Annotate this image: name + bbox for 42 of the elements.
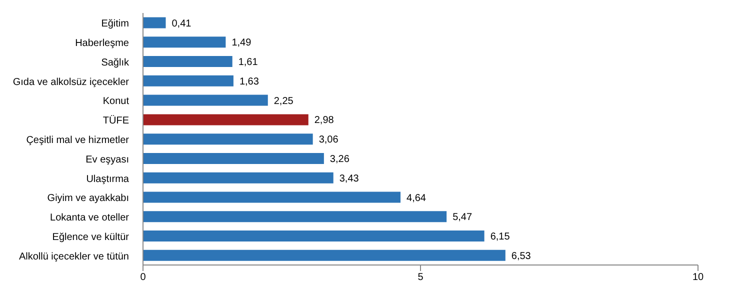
bar: [143, 36, 226, 48]
bar: [143, 230, 484, 242]
y-tick-label: Eğitim: [101, 18, 129, 30]
y-tick-label: Konut: [102, 96, 130, 108]
data-label: 2,98: [314, 115, 334, 126]
data-label: 4,64: [406, 192, 426, 204]
data-label: 1,61: [238, 57, 258, 68]
bar: [143, 152, 324, 164]
data-label: 3,43: [339, 173, 360, 184]
data-label: 1,49: [232, 38, 252, 49]
x-tick-label: 10: [692, 272, 704, 284]
y-tick-label: Çeşitli mal ve hizmetler: [26, 135, 130, 146]
bar: [143, 94, 268, 106]
y-tick-label: Haberleşme: [75, 38, 130, 50]
y-tick-label: Alkollü içecekler ve tütün: [18, 251, 129, 262]
data-label: 3,26: [330, 154, 350, 166]
bar: [143, 114, 308, 126]
bar: [143, 250, 506, 261]
bar: [143, 75, 234, 86]
x-tick-label: 0: [140, 272, 146, 284]
bar: [143, 17, 166, 28]
bar: [143, 172, 334, 184]
y-tick-label: Lokanta ve oteller: [50, 212, 130, 224]
data-label: 2,25: [274, 96, 294, 107]
x-tick-label: 5: [418, 272, 424, 284]
data-label: 3,06: [318, 134, 339, 146]
y-tick-label: Giyim ve ayakkabı: [47, 193, 129, 204]
y-tick-label: Ev eşyası: [86, 154, 129, 166]
bar: [143, 56, 232, 68]
bar: [143, 134, 313, 145]
data-label: 0,41: [172, 18, 192, 30]
y-tick-label: Gıda ve alkolsüz içecekler: [12, 76, 130, 88]
y-tick-label: Ulaştırma: [86, 174, 130, 185]
bar: [143, 192, 401, 203]
data-label: 5,47: [452, 212, 472, 224]
y-tick-label: Sağlık: [101, 57, 130, 68]
data-label: 1,63: [239, 76, 260, 88]
data-label: 6,15: [490, 232, 510, 243]
data-label: 6,53: [511, 250, 532, 262]
bar: [143, 211, 447, 222]
y-tick-label: Eğlence ve kültür: [52, 232, 130, 243]
y-tick-label: TÜFE: [102, 114, 130, 127]
